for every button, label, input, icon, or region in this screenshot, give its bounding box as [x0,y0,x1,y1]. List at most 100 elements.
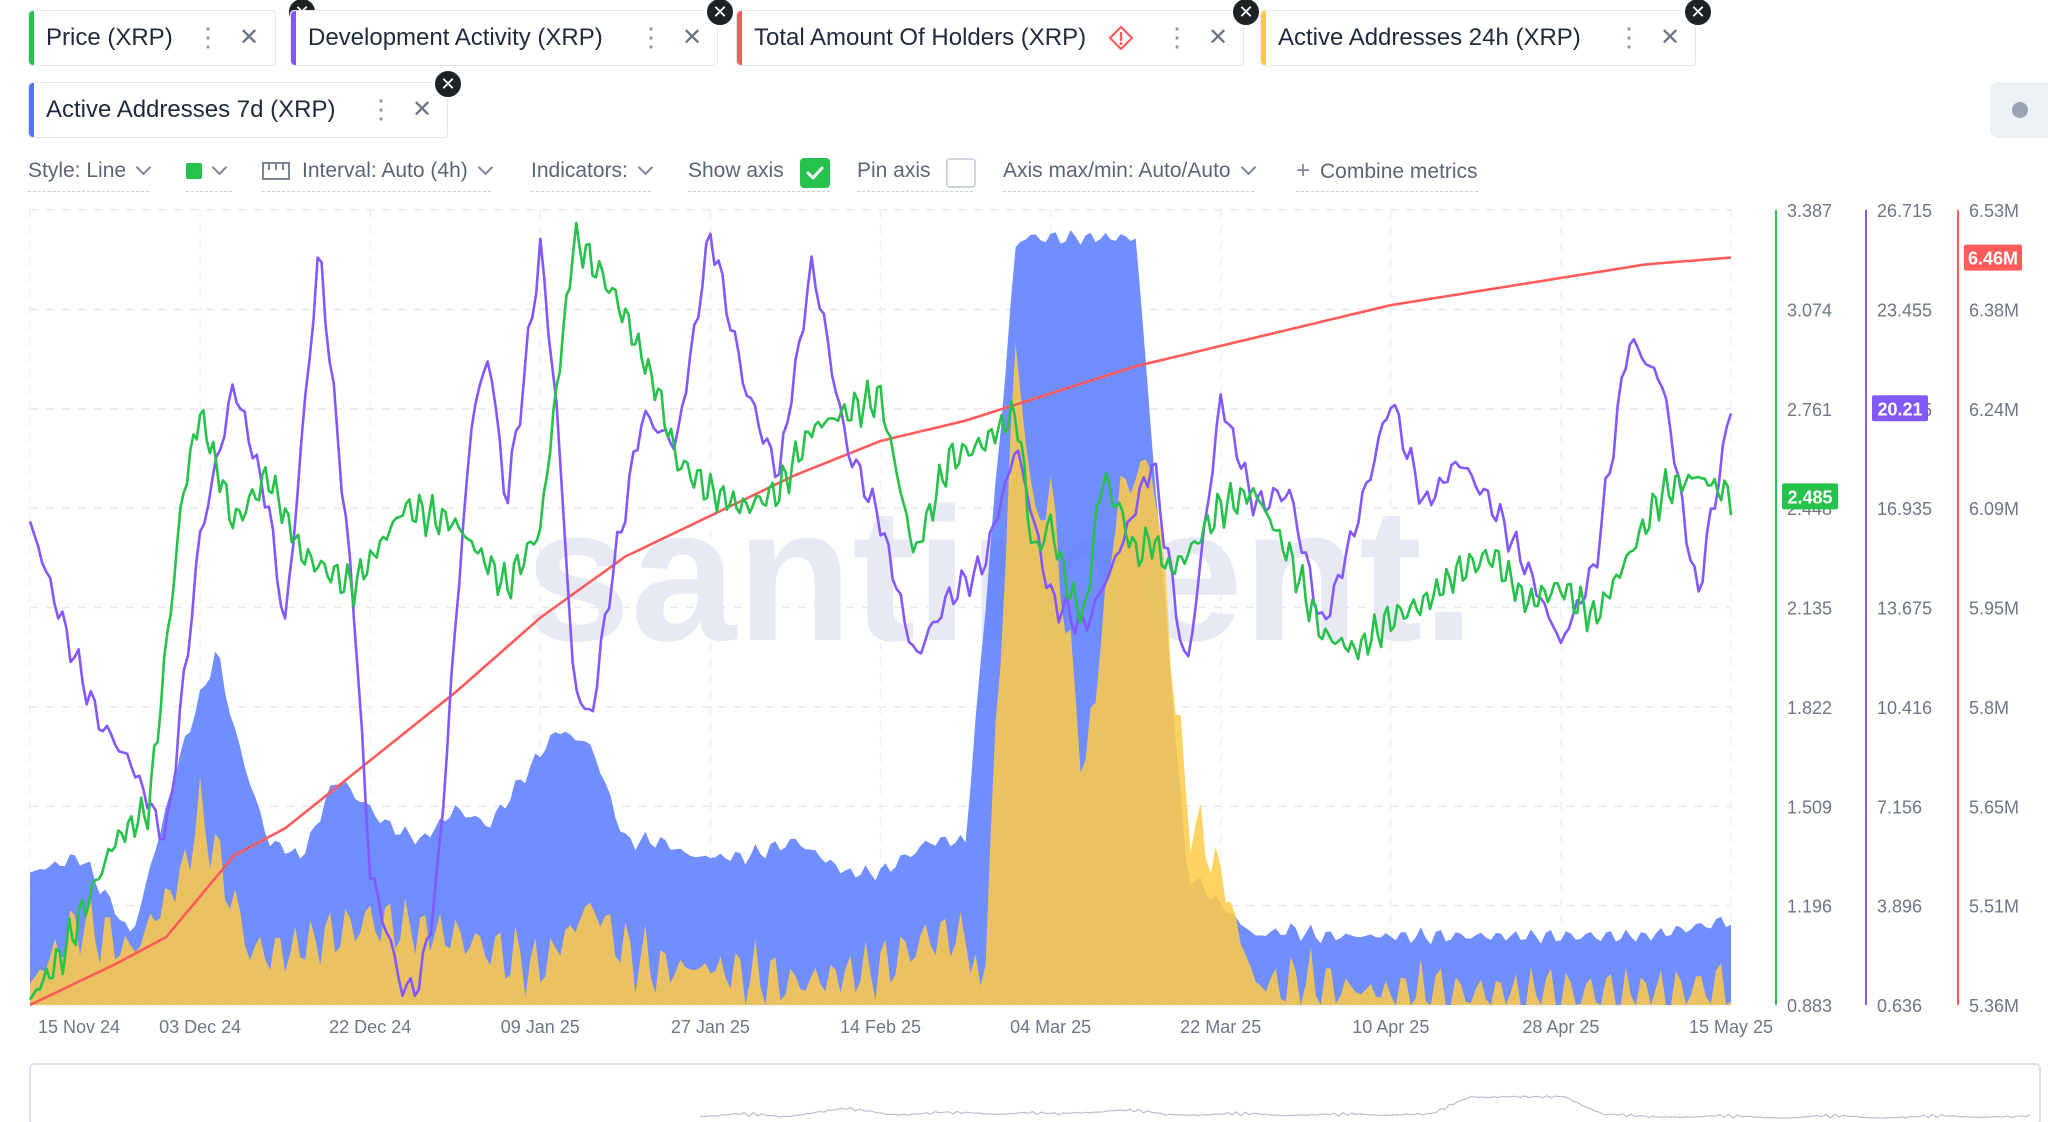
more-options-icon[interactable]: ⋮ [638,22,664,52]
x-tick-label: 27 Jan 25 [671,1017,750,1037]
chevron-down-icon [477,159,494,176]
y-tick-label: 1.822 [1787,698,1832,718]
metric-chip-price[interactable]: Price (XRP) ⋮ ✕ ✕ [28,0,317,66]
x-tick-label: 15 Nov 24 [38,1017,120,1037]
metric-color-bar [291,11,296,65]
current-value-label: 2.485 [1787,487,1832,507]
more-options-icon[interactable]: ⋮ [1616,22,1642,52]
ruler-icon [262,162,290,180]
combine-metrics-label: Combine metrics [1320,160,1478,183]
y-tick-label: 20.195 [1877,400,1932,420]
show-axis-checkbox[interactable] [800,158,830,188]
metric-label: Active Addresses 24h (XRP) [1278,24,1581,51]
pin-axis-toggle[interactable]: Pin axis [857,155,973,192]
y-tick-label: 3.387 [1787,201,1832,221]
metric-label: Active Addresses 7d (XRP) [46,96,336,123]
pin-axis-checkbox[interactable] [946,158,976,188]
chevron-down-icon [637,159,654,176]
indicators-select[interactable]: Indicators: [531,155,654,192]
x-tick-label: 22 Dec 24 [329,1017,411,1037]
y-tick-label: 0.883 [1787,996,1832,1016]
metric-label: Total Amount Of Holders (XRP) [754,24,1087,51]
close-badge-icon[interactable]: ✕ [705,0,735,27]
y-tick-label: 6.24M [1969,400,2019,420]
y-tick-label: 7.156 [1877,797,1922,817]
axis-maxmin-label: Axis max/min: Auto/Auto [1003,159,1231,182]
x-tick-label: 09 Jan 25 [501,1017,580,1037]
interval-select[interactable]: Interval: Auto (4h) [262,155,494,192]
y-tick-label: 3.074 [1787,300,1832,320]
metric-chip-total-holders[interactable]: Total Amount Of Holders (XRP) ⋮ ✕ ✕ [736,0,1261,66]
x-tick-label: 14 Feb 25 [840,1017,921,1037]
area-series [30,230,1731,1006]
y-tick-label: 6.53M [1969,201,2019,221]
y-tick-label: 16.935 [1877,499,1932,519]
metric-color-bar [1261,11,1266,65]
combine-metrics-button[interactable]: + Combine metrics [1296,155,1478,192]
y-tick-label: 5.65M [1969,797,2019,817]
remove-metric-icon[interactable]: ✕ [239,24,260,51]
y-tick-label: 2.761 [1787,400,1832,420]
style-select[interactable]: Style: Line [28,155,152,192]
y-tick-label: 5.95M [1969,599,2019,619]
metric-label: Price (XRP) [46,24,173,51]
current-value-label: 20.21 [1877,399,1922,419]
plus-icon: + [1296,157,1311,184]
current-value-badge [1782,483,1838,510]
remove-metric-icon[interactable]: ✕ [1208,24,1229,51]
y-tick-label: 2.448 [1787,499,1832,519]
active-addresses-7d-area [30,230,1731,1006]
x-axis: 15 Nov 24 03 Dec 24 22 Dec 24 09 Jan 25 27 J… [38,1017,1773,1037]
price-line [28,221,1733,1001]
close-badge-icon[interactable]: ✕ [433,69,463,99]
indicators-label: Indicators: [531,159,628,182]
color-select[interactable] [186,155,232,192]
watermark: santiment. [525,469,1475,681]
metric-label: Development Activity (XRP) [308,24,603,51]
more-options-icon[interactable]: ⋮ [1164,22,1190,52]
metric-color-bar [29,83,34,137]
metric-chip-development-activity[interactable]: Development Activity (XRP) ⋮ ✕ ✕ [290,0,735,66]
x-tick-label: 10 Apr 25 [1352,1017,1429,1037]
remove-metric-icon[interactable]: ✕ [412,96,433,123]
x-tick-label: 03 Dec 24 [159,1017,241,1037]
close-badge-icon[interactable]: ✕ [1231,0,1261,27]
timeline-navigator[interactable] [0,1062,2048,1122]
y-tick-label: 10.416 [1877,698,1932,718]
total-holders-line [29,256,1732,1007]
y-tick-label: 2.135 [1787,599,1832,619]
y-tick-label: 23.455 [1877,300,1932,320]
dot-icon [2012,102,2028,118]
side-panel-toggle-button[interactable] [1990,82,2048,138]
chevron-down-icon [135,159,152,176]
warning-icon[interactable] [1108,25,1134,51]
x-tick-label: 22 Mar 25 [1180,1017,1261,1037]
metric-chip-active-addresses-7d[interactable]: Active Addresses 7d (XRP) ⋮ ✕ ✕ [28,69,463,138]
y-tick-label: 13.675 [1877,599,1932,619]
y-tick-label: 6.38M [1969,300,2019,320]
remove-metric-icon[interactable]: ✕ [682,24,703,51]
more-options-icon[interactable]: ⋮ [195,22,221,52]
current-value-badge [1872,395,1928,422]
close-badge-icon[interactable]: ✕ [1683,0,1713,27]
axis-maxmin-select[interactable]: Axis max/min: Auto/Auto [1003,155,1256,192]
show-axis-toggle[interactable]: Show axis [688,155,830,192]
y-tick-label: 5.8M [1969,698,2009,718]
chevron-down-icon [211,159,228,176]
x-tick-label: 04 Mar 25 [1010,1017,1091,1037]
y-tick-label: 0.636 [1877,996,1922,1016]
show-axis-label: Show axis [688,159,784,182]
metric-chip-active-addresses-24h[interactable]: Active Addresses 24h (XRP) ⋮ ✕ ✕ [1260,0,1713,66]
line-series [28,221,1733,1007]
development-activity-line [28,232,1733,998]
y-tick-label: 1.196 [1787,897,1832,917]
y-tick-label: 6.09M [1969,499,2019,519]
metric-color-bar [29,11,34,65]
check-icon [806,166,824,180]
x-tick-label: 28 Apr 25 [1522,1017,1599,1037]
more-options-icon[interactable]: ⋮ [368,94,394,124]
y-tick-label: 3.896 [1877,897,1922,917]
chevron-down-icon [1240,159,1256,176]
remove-metric-icon[interactable]: ✕ [1660,24,1681,51]
y-tick-label: 5.51M [1969,897,2019,917]
